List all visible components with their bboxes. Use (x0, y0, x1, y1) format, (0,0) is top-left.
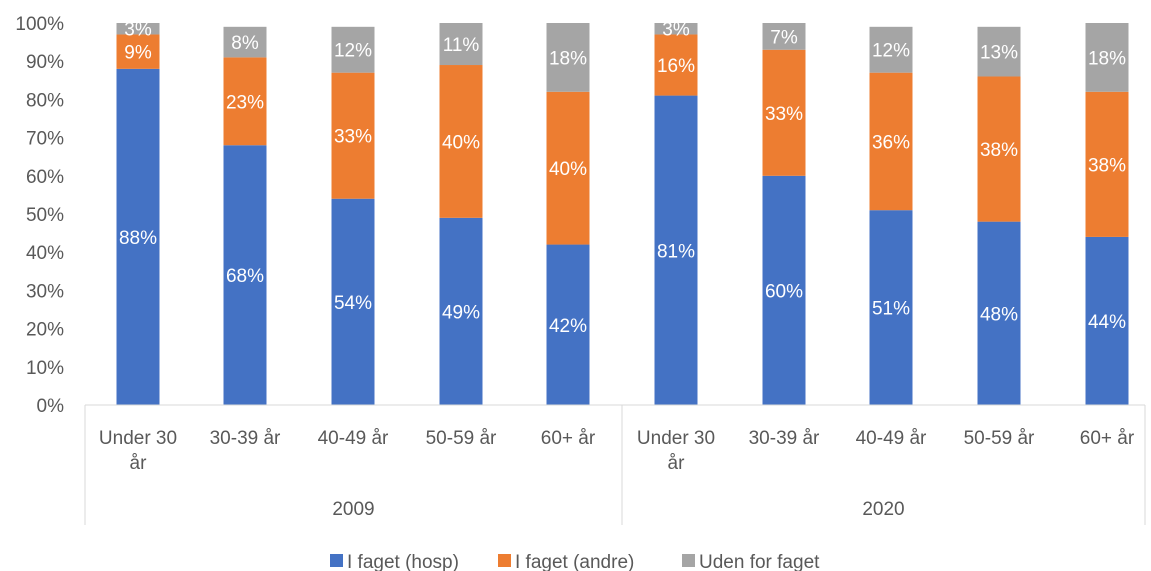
data-label: 18% (1088, 48, 1126, 69)
legend-label: Uden for faget (699, 552, 820, 571)
data-label: 7% (770, 27, 798, 48)
data-label: 36% (872, 132, 910, 153)
data-label: 44% (1088, 312, 1126, 333)
x-group-label: 2009 (332, 499, 374, 520)
legend: I faget (hosp) I faget (andre) Uden for fa… (330, 552, 820, 571)
x-group-label: 2020 (862, 499, 904, 520)
data-label: 18% (549, 48, 587, 69)
y-tick-label: 0% (37, 396, 65, 417)
data-label: 23% (226, 92, 264, 113)
y-tick-label: 40% (26, 243, 64, 264)
x-category-label: 40-49 år (856, 428, 927, 449)
data-label: 8% (231, 33, 259, 54)
y-axis: 0% 10% 20% 30% 40% 50% 60% 70% 80% 90% 100% (15, 14, 64, 417)
x-category-label: år (130, 453, 148, 474)
bar-segment (223, 26, 267, 58)
legend-swatch (330, 554, 343, 567)
bar-segment (439, 217, 483, 405)
y-tick-label: 100% (15, 14, 64, 35)
bar-segment (331, 198, 375, 405)
data-label: 42% (549, 316, 587, 337)
x-category-label: år (668, 453, 686, 474)
y-tick-label: 20% (26, 320, 64, 341)
data-label: 40% (549, 159, 587, 180)
data-label: 3% (124, 20, 152, 41)
legend-label: I faget (andre) (515, 552, 634, 571)
data-label: 48% (980, 304, 1018, 325)
data-label: 49% (442, 302, 480, 323)
data-label: 38% (1088, 155, 1126, 176)
x-category-label: Under 30 (637, 428, 715, 449)
data-labels: 88%9%3%68%23%8%54%33%12%49%40%11%42%40%1… (119, 20, 1126, 337)
data-label: 40% (442, 132, 480, 153)
x-axis: Under 30 år 30-39 år 40-49 år 50-59 år 60+ år… (84, 404, 1146, 525)
bar-segment (223, 57, 267, 146)
bar-segment (869, 72, 913, 211)
data-label: 11% (443, 35, 480, 56)
data-label: 16% (657, 56, 695, 77)
bar-segment (1085, 91, 1129, 237)
bar-segment (439, 23, 483, 66)
legend-swatch (682, 554, 695, 567)
bar-segment (869, 210, 913, 405)
bar-segment (546, 91, 590, 245)
bar-segment (977, 221, 1021, 405)
x-category-label: 30-39 år (210, 428, 281, 449)
x-category-label: 40-49 år (318, 428, 389, 449)
data-label: 3% (662, 20, 690, 41)
y-tick-label: 70% (26, 129, 64, 150)
bar-segment (762, 49, 806, 176)
bar-segment (546, 23, 590, 92)
x-category-label: 60+ år (541, 428, 596, 449)
data-label: 33% (765, 104, 803, 125)
bars (116, 23, 1129, 406)
data-label: 12% (334, 41, 372, 62)
bar-segment (977, 26, 1021, 77)
y-tick-label: 90% (26, 52, 64, 73)
bar-segment (116, 68, 160, 405)
data-label: 12% (872, 41, 910, 62)
bar-segment (654, 95, 698, 405)
x-category-label: 60+ år (1080, 428, 1135, 449)
y-tick-label: 50% (26, 205, 64, 226)
bar-segment (762, 175, 806, 405)
data-label: 81% (657, 241, 695, 262)
data-label: 88% (119, 228, 157, 249)
bar-segment (116, 34, 160, 69)
bar-segment (331, 72, 375, 199)
legend-swatch (498, 554, 511, 567)
data-label: 38% (980, 140, 1018, 161)
bar-segment (331, 26, 375, 73)
bar-segment (654, 23, 698, 35)
data-label: 9% (124, 43, 152, 64)
data-label: 54% (334, 293, 372, 314)
bar-segment (116, 23, 160, 35)
bar-segment (654, 34, 698, 96)
y-tick-label: 60% (26, 167, 64, 188)
bar-segment (762, 23, 806, 50)
bar-segment (1085, 236, 1129, 405)
data-label: 68% (226, 266, 264, 287)
bar-segment (1085, 23, 1129, 92)
x-category-label: 50-59 år (964, 428, 1035, 449)
bar-segment (546, 244, 590, 405)
x-category-label: 30-39 år (749, 428, 820, 449)
data-label: 13% (980, 43, 1018, 64)
data-label: 33% (334, 127, 372, 148)
bar-segment (223, 145, 267, 406)
data-label: 51% (872, 299, 910, 320)
data-label: 60% (765, 281, 803, 302)
bar-segment (977, 76, 1021, 222)
legend-label: I faget (hosp) (347, 552, 459, 571)
y-tick-label: 30% (26, 281, 64, 302)
bar-segment (869, 26, 913, 73)
y-tick-label: 80% (26, 90, 64, 111)
bar-segment (439, 65, 483, 218)
x-category-label: Under 30 (99, 428, 177, 449)
y-tick-label: 10% (26, 358, 64, 379)
x-category-label: 50-59 år (426, 428, 497, 449)
